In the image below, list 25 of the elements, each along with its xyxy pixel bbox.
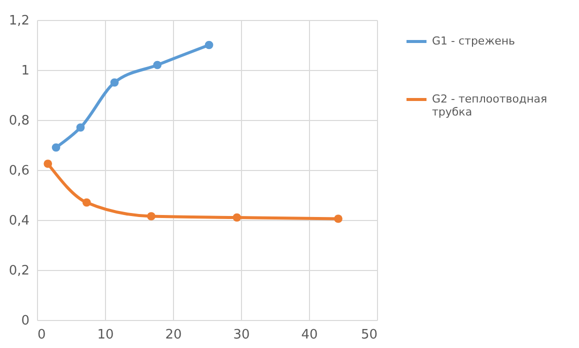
x-tick-label: 10 — [97, 328, 114, 342]
y-tick-label: 1,2 — [8, 14, 30, 28]
x-tick-label: 40 — [301, 328, 318, 342]
point — [232, 213, 242, 222]
x-tick-label: 30 — [233, 328, 250, 342]
point — [82, 198, 91, 207]
point — [44, 160, 52, 168]
legend-label: G1 - стрежень — [432, 34, 516, 48]
point — [110, 78, 119, 87]
point — [76, 123, 85, 132]
point — [147, 212, 156, 220]
point — [334, 214, 342, 223]
y-tick-label: 1 — [21, 64, 30, 78]
point — [204, 40, 214, 50]
x-tick-label: 0 — [38, 328, 46, 342]
y-tick-label: 0,6 — [8, 164, 30, 178]
y-tick-label: 0 — [21, 314, 30, 328]
legend-label: G2 - теплоотводная трубка — [432, 92, 548, 118]
y-tick-label: 0,4 — [8, 214, 30, 228]
point — [52, 143, 60, 152]
y-tick-label: 0,8 — [8, 114, 30, 128]
y-tick-label: 0,2 — [8, 264, 30, 278]
x-tick-label: 50 — [360, 328, 378, 342]
x-tick-label: 20 — [165, 328, 182, 342]
point — [153, 60, 162, 70]
